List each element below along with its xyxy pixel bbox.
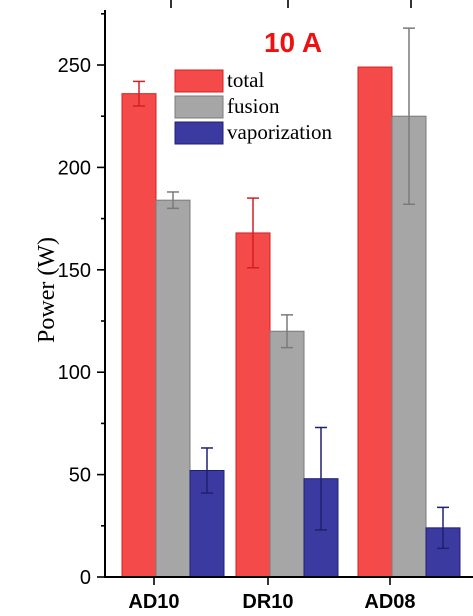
y-tick-label-100: 100: [58, 362, 91, 384]
x-tick-label-AD10: AD10: [128, 591, 179, 613]
error-bar-fusion-AD08: [403, 27, 415, 206]
legend-label-fusion: fusion: [227, 94, 280, 118]
y-tick-label-200: 200: [58, 157, 91, 179]
error-bar-fusion-AD10: [167, 191, 179, 210]
error-bars: [133, 27, 449, 550]
error-bar-total-AD10: [133, 80, 145, 107]
bar-fusion-DR10: [269, 330, 305, 578]
bar-total-AD08: [357, 66, 393, 578]
error-bar-fusion-DR10: [281, 314, 293, 349]
error-bar-vaporization-AD08: [437, 506, 449, 550]
y-tick-label-150: 150: [58, 260, 91, 282]
y-ticks: 0 50 100 150 200 250: [58, 13, 105, 589]
bar-total-DR10: [235, 232, 271, 578]
legend-swatch-total: [174, 69, 224, 93]
x-ticks: AD10 DR10 AD08: [128, 0, 416, 613]
y-axis-label: Power (W): [34, 237, 60, 343]
x-tick-label-DR10: DR10: [242, 591, 293, 613]
legend-swatch-fusion: [174, 95, 224, 119]
bar-fusion-AD10: [155, 199, 191, 578]
y-tick-label-0: 0: [80, 567, 91, 589]
x-tick-label-AD08: AD08: [364, 591, 415, 613]
chart-title: 10 A: [264, 27, 322, 58]
bar-total-AD10: [121, 93, 157, 578]
error-bar-vaporization-DR10: [315, 426, 327, 531]
legend-label-vaporization: vaporization: [227, 120, 332, 144]
error-bar-total-DR10: [247, 197, 259, 269]
legend-label-total: total: [227, 68, 264, 92]
y-tick-label-250: 250: [58, 55, 91, 77]
legend-swatch-vaporization: [174, 121, 224, 145]
y-tick-label-50: 50: [69, 465, 91, 487]
error-bar-vaporization-AD10: [201, 447, 213, 494]
